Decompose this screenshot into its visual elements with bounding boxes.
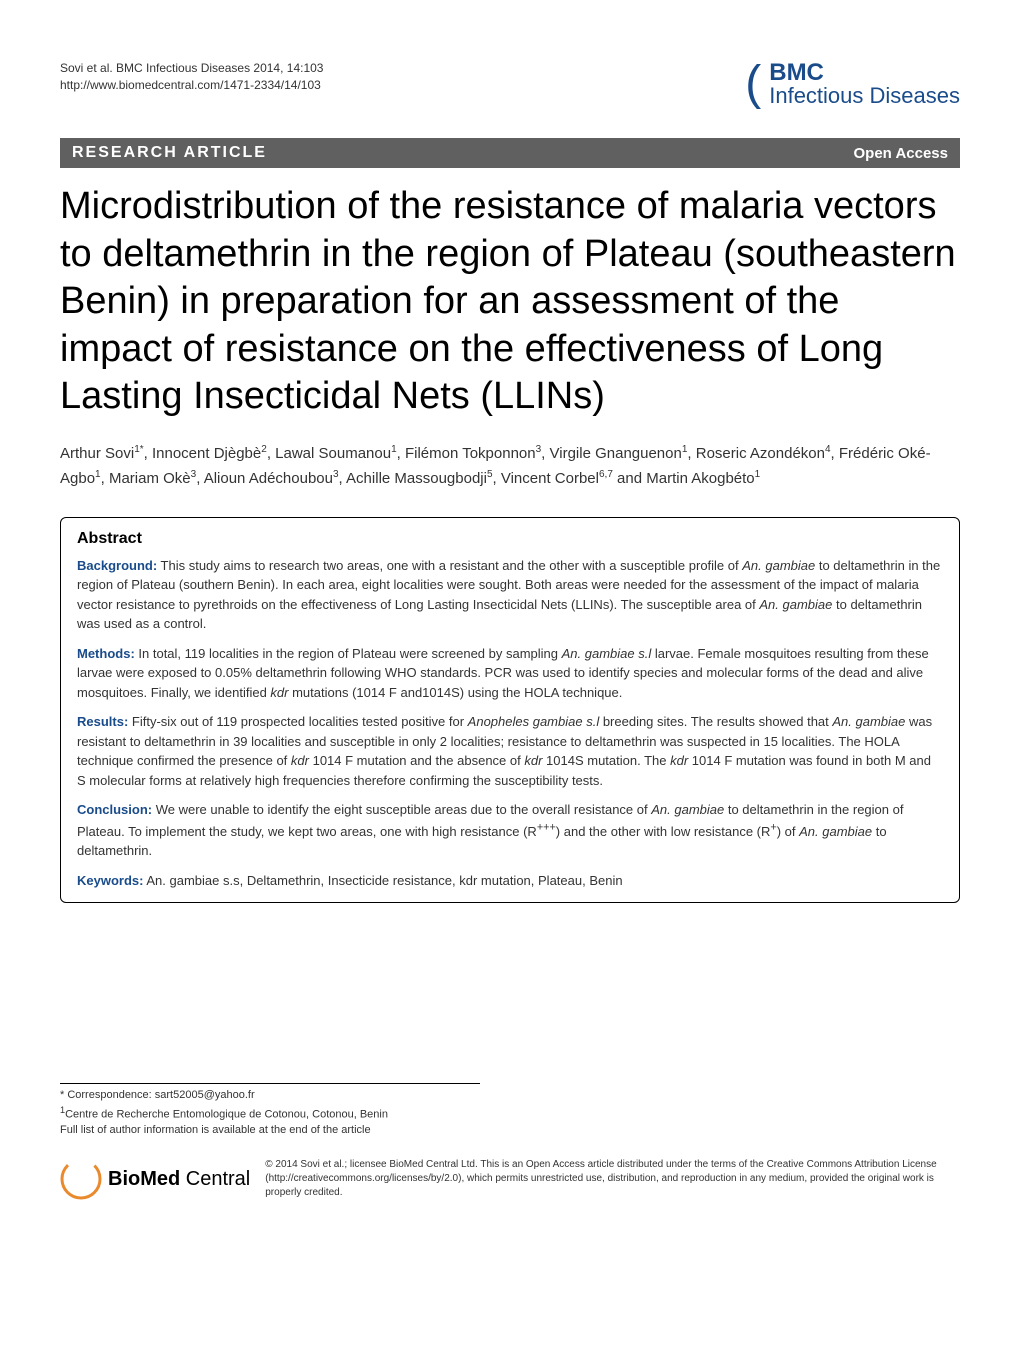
biomed-central: Central [180, 1168, 250, 1190]
background-text: This study aims to research two areas, o… [77, 558, 940, 632]
logo-bracket-icon: ( [745, 60, 761, 108]
biomed-bold: BioMed [108, 1168, 180, 1190]
affiliation-line: 1Centre de Recherche Entomologique de Co… [60, 1104, 960, 1123]
authors-list: Arthur Sovi1*, Innocent Djègbè2, Lawal S… [60, 441, 960, 492]
open-access-label: Open Access [854, 145, 949, 162]
keywords-label: Keywords: [77, 873, 143, 888]
correspondence-line: * Correspondence: sart52005@yahoo.fr [60, 1088, 960, 1103]
license-row: BioMed Central © 2014 Sovi et al.; licen… [60, 1158, 960, 1200]
author-info-note: Full list of author information is avail… [60, 1123, 960, 1138]
citation-url: http://www.biomedcentral.com/1471-2334/1… [60, 77, 323, 94]
abstract-conclusion: Conclusion: We were unable to identify t… [77, 800, 943, 861]
article-title: Microdistribution of the resistance of m… [60, 183, 960, 421]
logo-bmc-text: BMC [769, 61, 960, 85]
logo-text-block: BMC Infectious Diseases [769, 61, 960, 107]
footer-block: * Correspondence: sart52005@yahoo.fr 1Ce… [60, 1083, 960, 1200]
header-row: Sovi et al. BMC Infectious Diseases 2014… [60, 60, 960, 108]
biomed-text: BioMed Central [108, 1168, 250, 1191]
abstract-results: Results: Fifty-six out of 119 prospected… [77, 712, 943, 790]
logo-journal-text: Infectious Diseases [769, 85, 960, 107]
conclusion-text: We were unable to identify the eight sus… [77, 802, 903, 858]
abstract-heading: Abstract [77, 530, 943, 548]
citation-block: Sovi et al. BMC Infectious Diseases 2014… [60, 60, 323, 94]
biomed-circle-icon [60, 1158, 102, 1200]
results-label: Results: [77, 714, 128, 729]
article-type-label: RESEARCH ARTICLE [72, 144, 267, 162]
abstract-methods: Methods: In total, 119 localities in the… [77, 644, 943, 703]
conclusion-label: Conclusion: [77, 802, 152, 817]
abstract-keywords: Keywords: An. gambiae s.s, Deltamethrin,… [77, 871, 943, 891]
keywords-text: An. gambiae s.s, Deltamethrin, Insectici… [143, 873, 622, 888]
article-type-bar: RESEARCH ARTICLE Open Access [60, 138, 960, 168]
journal-logo: ( BMC Infectious Diseases [745, 60, 960, 108]
license-text: © 2014 Sovi et al.; licensee BioMed Cent… [265, 1158, 960, 1200]
citation-line1: Sovi et al. BMC Infectious Diseases 2014… [60, 60, 323, 77]
methods-label: Methods: [77, 646, 135, 661]
methods-text: In total, 119 localities in the region o… [77, 646, 929, 700]
biomed-logo: BioMed Central [60, 1158, 250, 1200]
footer-divider [60, 1083, 480, 1084]
results-text: Fifty-six out of 119 prospected localiti… [77, 714, 932, 788]
abstract-background: Background: This study aims to research … [77, 556, 943, 634]
background-label: Background: [77, 558, 157, 573]
abstract-box: Abstract Background: This study aims to … [60, 517, 960, 904]
